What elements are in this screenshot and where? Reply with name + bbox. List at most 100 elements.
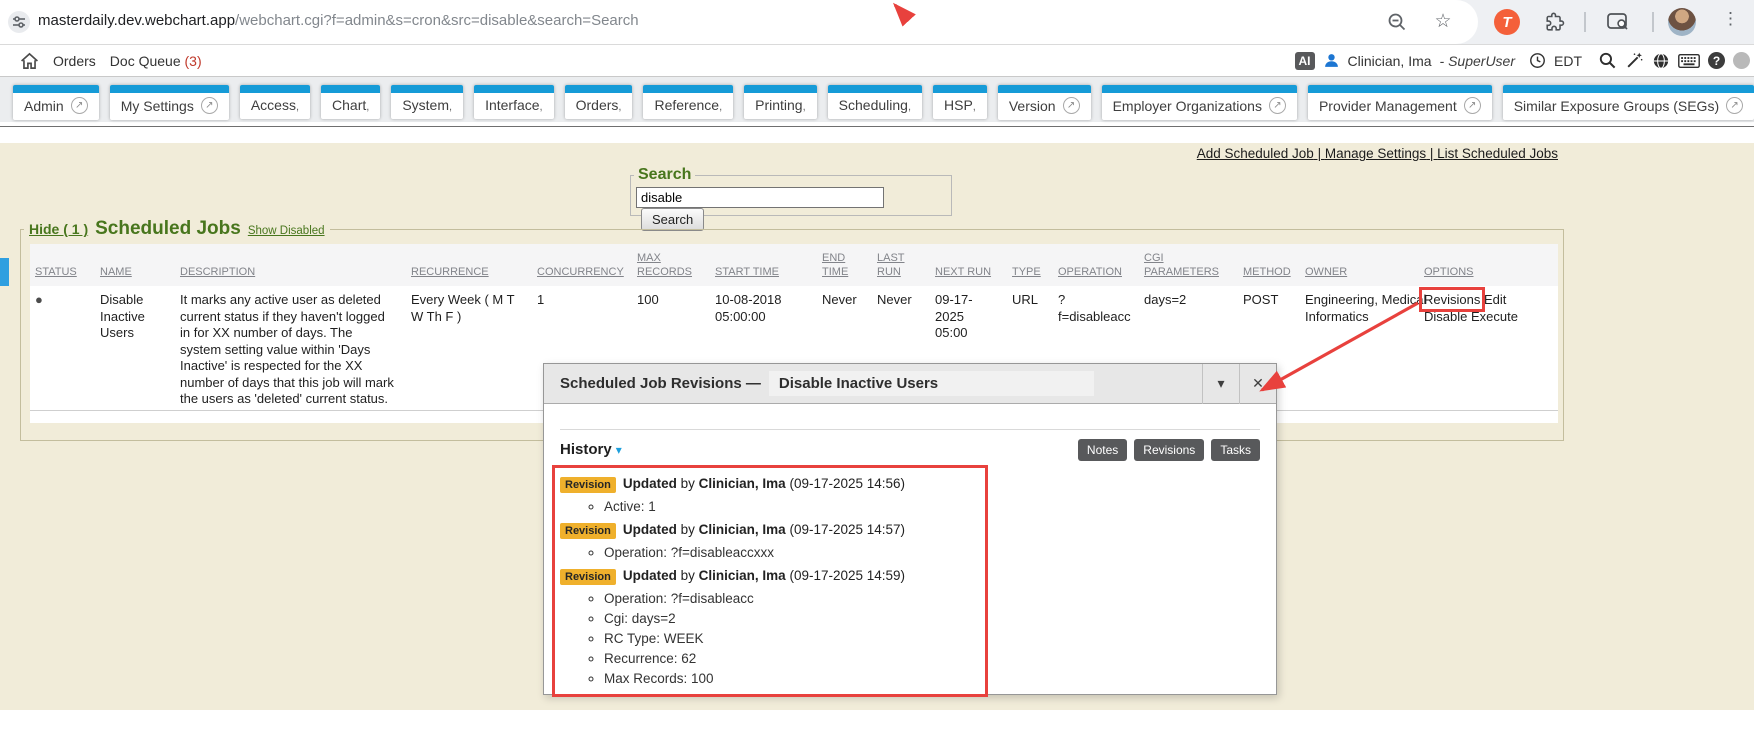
column-header[interactable]: OPTIONS xyxy=(1424,266,1474,278)
tab-label: HSP xyxy=(944,97,976,113)
extensions-puzzle-icon[interactable] xyxy=(1544,11,1566,33)
search-input[interactable] xyxy=(636,187,884,208)
status-dot-icon xyxy=(1733,52,1750,69)
column-header[interactable]: OPERATION xyxy=(1058,266,1122,278)
browser-profile-avatar[interactable] xyxy=(1668,8,1696,36)
external-link-icon[interactable]: ↗ xyxy=(200,97,218,114)
module-tab[interactable]: Access ↗ xyxy=(239,85,311,119)
history-dropdown[interactable]: History ▾ xyxy=(560,441,622,458)
module-tab[interactable]: System ↗ xyxy=(391,85,464,119)
cell-last-run: Never xyxy=(877,292,912,307)
column-header[interactable]: MAX RECORDS xyxy=(637,252,693,278)
url[interactable]: masterdaily.dev.webchart.app/webchart.cg… xyxy=(38,12,639,29)
modal-header[interactable]: Scheduled Job Revisions — Disable Inacti… xyxy=(544,363,1276,404)
url-path: /webchart.cgi?f=admin&s=cron&src=disable… xyxy=(235,12,639,29)
module-tab[interactable]: My Settings ↗ xyxy=(109,85,229,120)
column-header[interactable]: NAME xyxy=(100,266,132,278)
status-dot: ● xyxy=(35,292,43,307)
module-tab[interactable]: Version ↗ xyxy=(997,85,1091,120)
module-tab[interactable]: Similar Exposure Groups (SEGs) ↗ xyxy=(1502,85,1754,120)
clock-icon[interactable] xyxy=(1529,52,1546,69)
module-tab[interactable]: Printing ↗ xyxy=(744,85,817,119)
edit-option-link[interactable]: Edit xyxy=(1483,292,1507,307)
module-tab[interactable]: Scheduling ↗ xyxy=(827,85,922,119)
ai-badge[interactable]: AI xyxy=(1294,51,1315,70)
tab-accent-strip xyxy=(109,85,229,93)
zoom-icon[interactable] xyxy=(1386,11,1408,33)
globe-icon[interactable] xyxy=(1652,52,1670,70)
module-tab[interactable]: Interface ↗ xyxy=(474,85,554,119)
column-header[interactable]: RECURRENCE xyxy=(411,266,489,278)
bookmark-star-icon[interactable]: ☆ xyxy=(1434,11,1452,32)
revision-history-list: Revision Updated by Clinician, Ima (09-17… xyxy=(552,465,988,697)
doc-queue-link[interactable]: Doc Queue (3) xyxy=(109,52,202,69)
column-header[interactable]: TYPE xyxy=(1012,266,1041,278)
modal-close-button[interactable]: ✕ xyxy=(1239,363,1276,404)
column-header[interactable]: CONCURRENCY xyxy=(537,266,624,278)
modal-tab-button[interactable]: Revisions xyxy=(1134,439,1205,461)
extension-t-icon[interactable]: T xyxy=(1494,9,1520,35)
address-bar[interactable] xyxy=(0,0,1478,44)
site-settings-icon[interactable] xyxy=(8,11,30,33)
cell-operation: ? f=disableacc xyxy=(1058,292,1131,324)
cell-end-time: Never xyxy=(822,292,857,307)
modal-tab-button[interactable]: Tasks xyxy=(1211,439,1260,461)
column-header[interactable]: START TIME xyxy=(715,266,779,278)
column-header[interactable]: NEXT RUN xyxy=(935,266,992,278)
module-tab[interactable]: Provider Management ↗ xyxy=(1307,85,1492,120)
cell-description: It marks any active user as deleted curr… xyxy=(180,292,394,406)
module-tab[interactable]: Orders ↗ xyxy=(564,85,633,119)
module-tab[interactable]: HSP ↗ xyxy=(933,85,987,119)
user-name[interactable]: Clinician, Ima xyxy=(1347,52,1432,69)
revision-timestamp: (09-17-2025 14:59) xyxy=(789,568,906,583)
show-disabled-link[interactable]: Show Disabled xyxy=(247,225,325,237)
tab-label: Provider Management xyxy=(1318,97,1457,114)
cell-owner: Engineering, Medical Informatics xyxy=(1305,292,1427,324)
execute-option-link[interactable]: Execute xyxy=(1470,308,1518,324)
module-tab[interactable]: Employer Organizations ↗ xyxy=(1101,85,1297,120)
tab-accent-strip xyxy=(391,85,464,93)
browser-menu-icon[interactable]: ⋮ xyxy=(1722,9,1739,28)
action-link[interactable]: List Scheduled Jobs xyxy=(1426,146,1558,161)
tab-search-icon[interactable] xyxy=(1606,11,1628,33)
modal-title: Scheduled Job Revisions — Disable Inacti… xyxy=(544,371,1202,396)
column-header[interactable]: END TIME xyxy=(822,252,849,278)
column-header[interactable]: STATUS xyxy=(35,266,77,278)
cell-status: ● xyxy=(35,292,100,309)
tab-accent-strip xyxy=(933,85,987,93)
column-header[interactable]: LAST RUN xyxy=(877,252,905,278)
column-header[interactable]: METHOD xyxy=(1243,266,1291,278)
disable-option-link[interactable]: Disable xyxy=(1424,308,1468,324)
revision-badge: Revision xyxy=(560,523,616,539)
help-icon[interactable]: ? xyxy=(1708,52,1725,69)
search-icon[interactable] xyxy=(1598,51,1617,70)
tab-label: Reference xyxy=(654,97,722,113)
action-link[interactable]: Manage Settings xyxy=(1314,146,1426,161)
tab-accent-strip xyxy=(13,85,99,93)
search-button[interactable]: Search xyxy=(641,208,705,231)
module-tab[interactable]: Chart ↗ xyxy=(321,85,381,119)
column-header[interactable]: CGI PARAMETERS xyxy=(1144,252,1219,278)
modal-tab-buttons: Notes Revisions Tasks xyxy=(1077,439,1260,461)
wand-icon[interactable] xyxy=(1625,51,1644,70)
module-tab[interactable]: Admin ↗ xyxy=(13,85,99,120)
modal-dropdown-button[interactable]: ▾ xyxy=(1202,363,1239,404)
column-header[interactable]: DESCRIPTION xyxy=(180,266,256,278)
external-link-icon[interactable]: ↗ xyxy=(70,97,88,114)
modal-tab-button[interactable]: Notes xyxy=(1077,439,1128,461)
hide-link[interactable]: Hide ( 1 ) xyxy=(29,221,89,237)
external-link-icon[interactable]: ↗ xyxy=(1268,97,1286,114)
orders-link[interactable]: Orders xyxy=(53,52,96,69)
home-icon[interactable] xyxy=(20,52,39,70)
column-header[interactable]: OWNER xyxy=(1305,266,1348,278)
tab-label: Orders xyxy=(576,97,622,113)
tab-label: Employer Organizations xyxy=(1112,97,1262,114)
revisions-option-link[interactable]: Revisions xyxy=(1418,287,1486,312)
keyboard-icon[interactable] xyxy=(1678,53,1700,69)
external-link-icon[interactable]: ↗ xyxy=(1726,97,1744,114)
revision-user: Clinician, Ima xyxy=(698,522,786,537)
external-link-icon[interactable]: ↗ xyxy=(1062,97,1080,114)
external-link-icon[interactable]: ↗ xyxy=(1463,97,1481,114)
action-link[interactable]: Add Scheduled Job xyxy=(1196,146,1314,161)
module-tab[interactable]: Reference ↗ xyxy=(643,85,734,119)
